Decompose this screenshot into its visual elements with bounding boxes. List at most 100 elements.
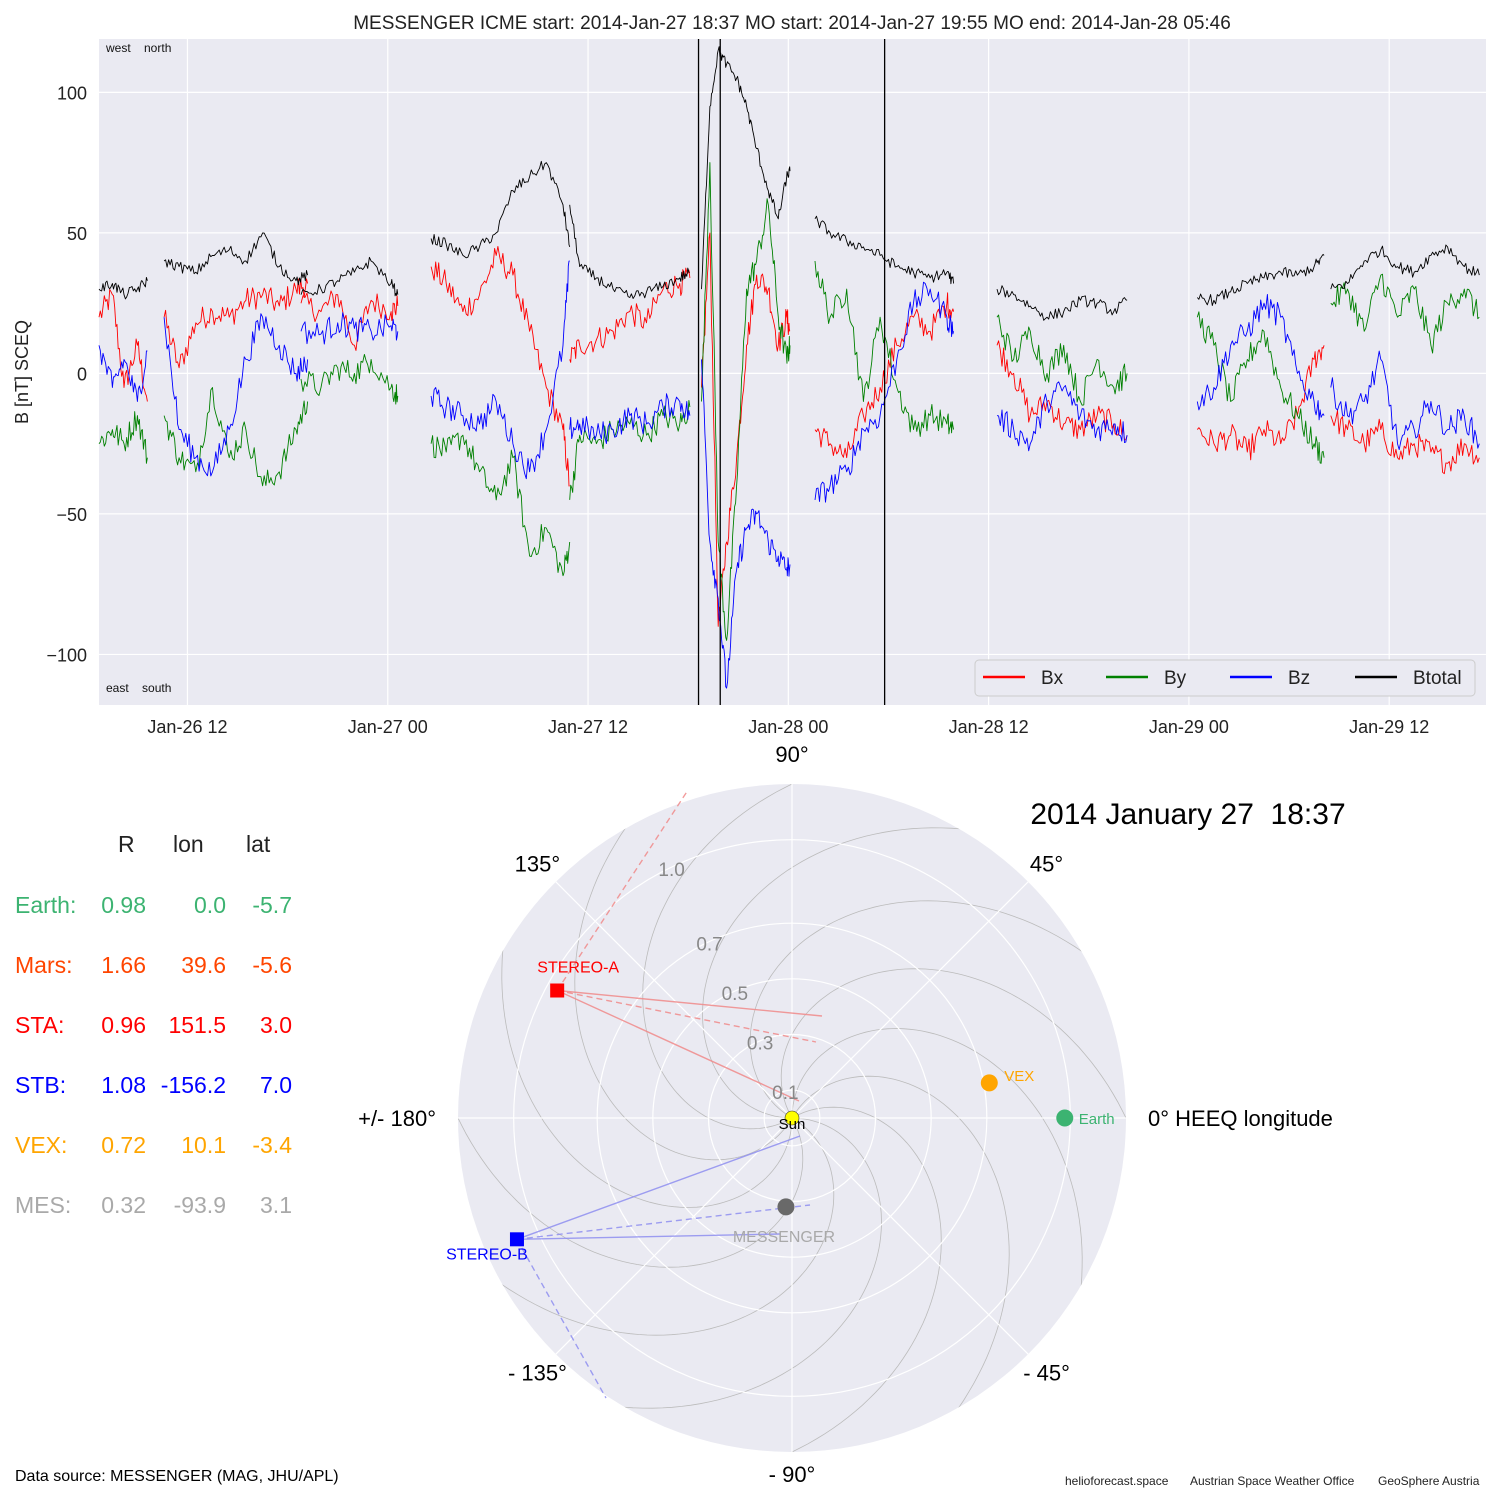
parker-spiral <box>592 1117 882 1409</box>
legend-label-bz: Bz <box>1288 668 1310 689</box>
series-line-btotal <box>98 276 148 300</box>
corner-label-west-north: west north <box>105 41 171 55</box>
y-tick-label: 50 <box>67 224 87 244</box>
stereo-a-label: STEREO-A <box>537 960 619 977</box>
stereo-a-connection-line <box>556 989 800 1102</box>
angle-tick-label: 0° HEEQ longitude <box>1148 1106 1333 1131</box>
y-tick-label: −50 <box>56 505 87 525</box>
series-line-bx <box>1196 345 1325 461</box>
credit-asweo: Austrian Space Weather Office <box>1190 1474 1355 1488</box>
table-cell-r: 0.98 <box>101 892 146 918</box>
stereo-b-connection-line <box>516 1135 801 1240</box>
table-cell-name: STB: <box>15 1072 67 1098</box>
series-line-btotal <box>814 215 955 285</box>
table-header-lat: lat <box>246 831 271 857</box>
series-btotal <box>98 46 1480 321</box>
radial-tick-labels: 0.1 0.3 0.5 0.7 1.0 <box>658 860 798 1104</box>
x-tick-label: Jan-27 00 <box>348 717 428 737</box>
table-cell-lon: 151.5 <box>168 1012 226 1038</box>
parker-spiral <box>791 1075 1010 1434</box>
series-line-bx <box>1330 409 1480 475</box>
x-tick-label: Jan-28 12 <box>949 717 1029 737</box>
series-line-btotal <box>701 46 791 290</box>
table-cell-lon: -156.2 <box>160 1072 226 1098</box>
angle-tick-label: - 135° <box>508 1361 567 1386</box>
parker-spiral <box>458 1087 804 1268</box>
parker-spiral <box>780 968 1126 1149</box>
timeseries-plot-area <box>99 39 1486 705</box>
series-line-by <box>430 432 571 577</box>
series-line-bx <box>300 290 399 351</box>
angle-tick-labels: 0° HEEQ longitude 45° 90° 135° +/- 180° - 135… <box>358 742 1333 1487</box>
stereo-b-marker <box>509 1232 524 1247</box>
messenger-label: MESSENGER <box>733 1229 835 1246</box>
vex-marker <box>980 1074 998 1092</box>
series-line-bx <box>98 289 148 402</box>
y-tick-label: −100 <box>46 645 87 665</box>
table-cell-lat: -5.7 <box>252 892 292 918</box>
x-tick-label: Jan-29 12 <box>1349 717 1429 737</box>
series-line-bz <box>996 381 1128 452</box>
sun-marker <box>784 1110 800 1126</box>
credit-geosphere: GeoSphere Austria <box>1378 1474 1480 1488</box>
series-line-btotal <box>996 285 1128 321</box>
angle-tick-label: 90° <box>775 742 808 767</box>
series-line-btotal <box>163 232 309 286</box>
legend: Bx By Bz Btotal <box>974 659 1476 697</box>
credit-helioforecast: helioforecast.space <box>1065 1474 1169 1488</box>
angle-tick-label: - 45° <box>1023 1361 1070 1386</box>
table-cell-lat: 3.0 <box>260 1012 292 1038</box>
table-cell-name: STA: <box>15 1012 65 1038</box>
vex-label: VEX <box>1004 1068 1034 1085</box>
series-line-bz <box>1196 293 1325 421</box>
table-cell-r: 1.08 <box>101 1072 146 1098</box>
heliospheric-position-plot: 0.1 0.3 0.5 0.7 1.0 0° HEEQ longitude 45° 90° 1… <box>358 742 1346 1487</box>
table-cell-lat: -5.6 <box>252 952 292 978</box>
corner-label-east-south: east south <box>106 681 171 695</box>
stereo-b-label: STEREO-B <box>446 1246 528 1263</box>
parker-spiral <box>501 918 793 1208</box>
series-line-bz <box>98 345 148 402</box>
stereo-b-connection-line <box>516 1233 781 1241</box>
positions-table: R lon lat Earth: 0.98 0.0 -5.7 Mars: 1.66 39.6… <box>0 0 400 1300</box>
legend-label-btotal: Btotal <box>1413 668 1462 689</box>
series-line-bx <box>430 245 570 487</box>
y-tick-label: 0 <box>77 364 87 384</box>
radial-tick-label: 0.1 <box>772 1083 798 1104</box>
table-cell-lon: 0.0 <box>194 892 226 918</box>
angle-tick-label: +/- 180° <box>358 1106 436 1131</box>
series-line-btotal <box>300 256 399 297</box>
table-cell-lon: -93.9 <box>173 1192 226 1218</box>
series-line-btotal <box>1330 244 1480 290</box>
series-line-by <box>163 387 309 487</box>
stereo-a-connection-line <box>557 989 817 1043</box>
parker-spirals <box>458 784 1126 1452</box>
timeseries-title: MESSENGER ICME start: 2014-Jan-27 18:37 … <box>353 13 1231 34</box>
table-cell-name: MES: <box>15 1192 72 1218</box>
timeseries-series <box>98 46 1480 689</box>
series-line-by <box>98 411 148 464</box>
angle-tick-label: 45° <box>1030 851 1063 876</box>
angular-gridline <box>555 881 793 1119</box>
table-cell-lat: 7.0 <box>260 1072 292 1098</box>
series-line-bx <box>996 340 1128 441</box>
parker-spiral <box>642 784 823 1130</box>
series-line-btotal <box>569 204 690 299</box>
table-cell-lat: 3.1 <box>260 1192 292 1218</box>
table-cell-name: Earth: <box>15 892 77 918</box>
series-line-by <box>996 314 1128 406</box>
table-cell-r: 0.96 <box>101 1012 146 1038</box>
table-header-lon: lon <box>173 831 204 857</box>
data-source-note: Data source: MESSENGER (MAG, JHU/APL) <box>15 1468 339 1485</box>
planets-and-spacecraft: Sun Earth VEX MESSENGER STEREO-A STEREO-B <box>446 960 1115 1264</box>
stereo-a-marker <box>550 983 565 998</box>
radial-tick-label: 1.0 <box>658 860 684 881</box>
series-line-bz <box>814 281 955 503</box>
x-tick-label: Jan-29 00 <box>1149 717 1229 737</box>
series-line-bz <box>701 359 791 689</box>
messenger-marker <box>777 1198 795 1216</box>
y-tick-label: 100 <box>57 83 87 103</box>
series-line-bz <box>163 313 309 477</box>
